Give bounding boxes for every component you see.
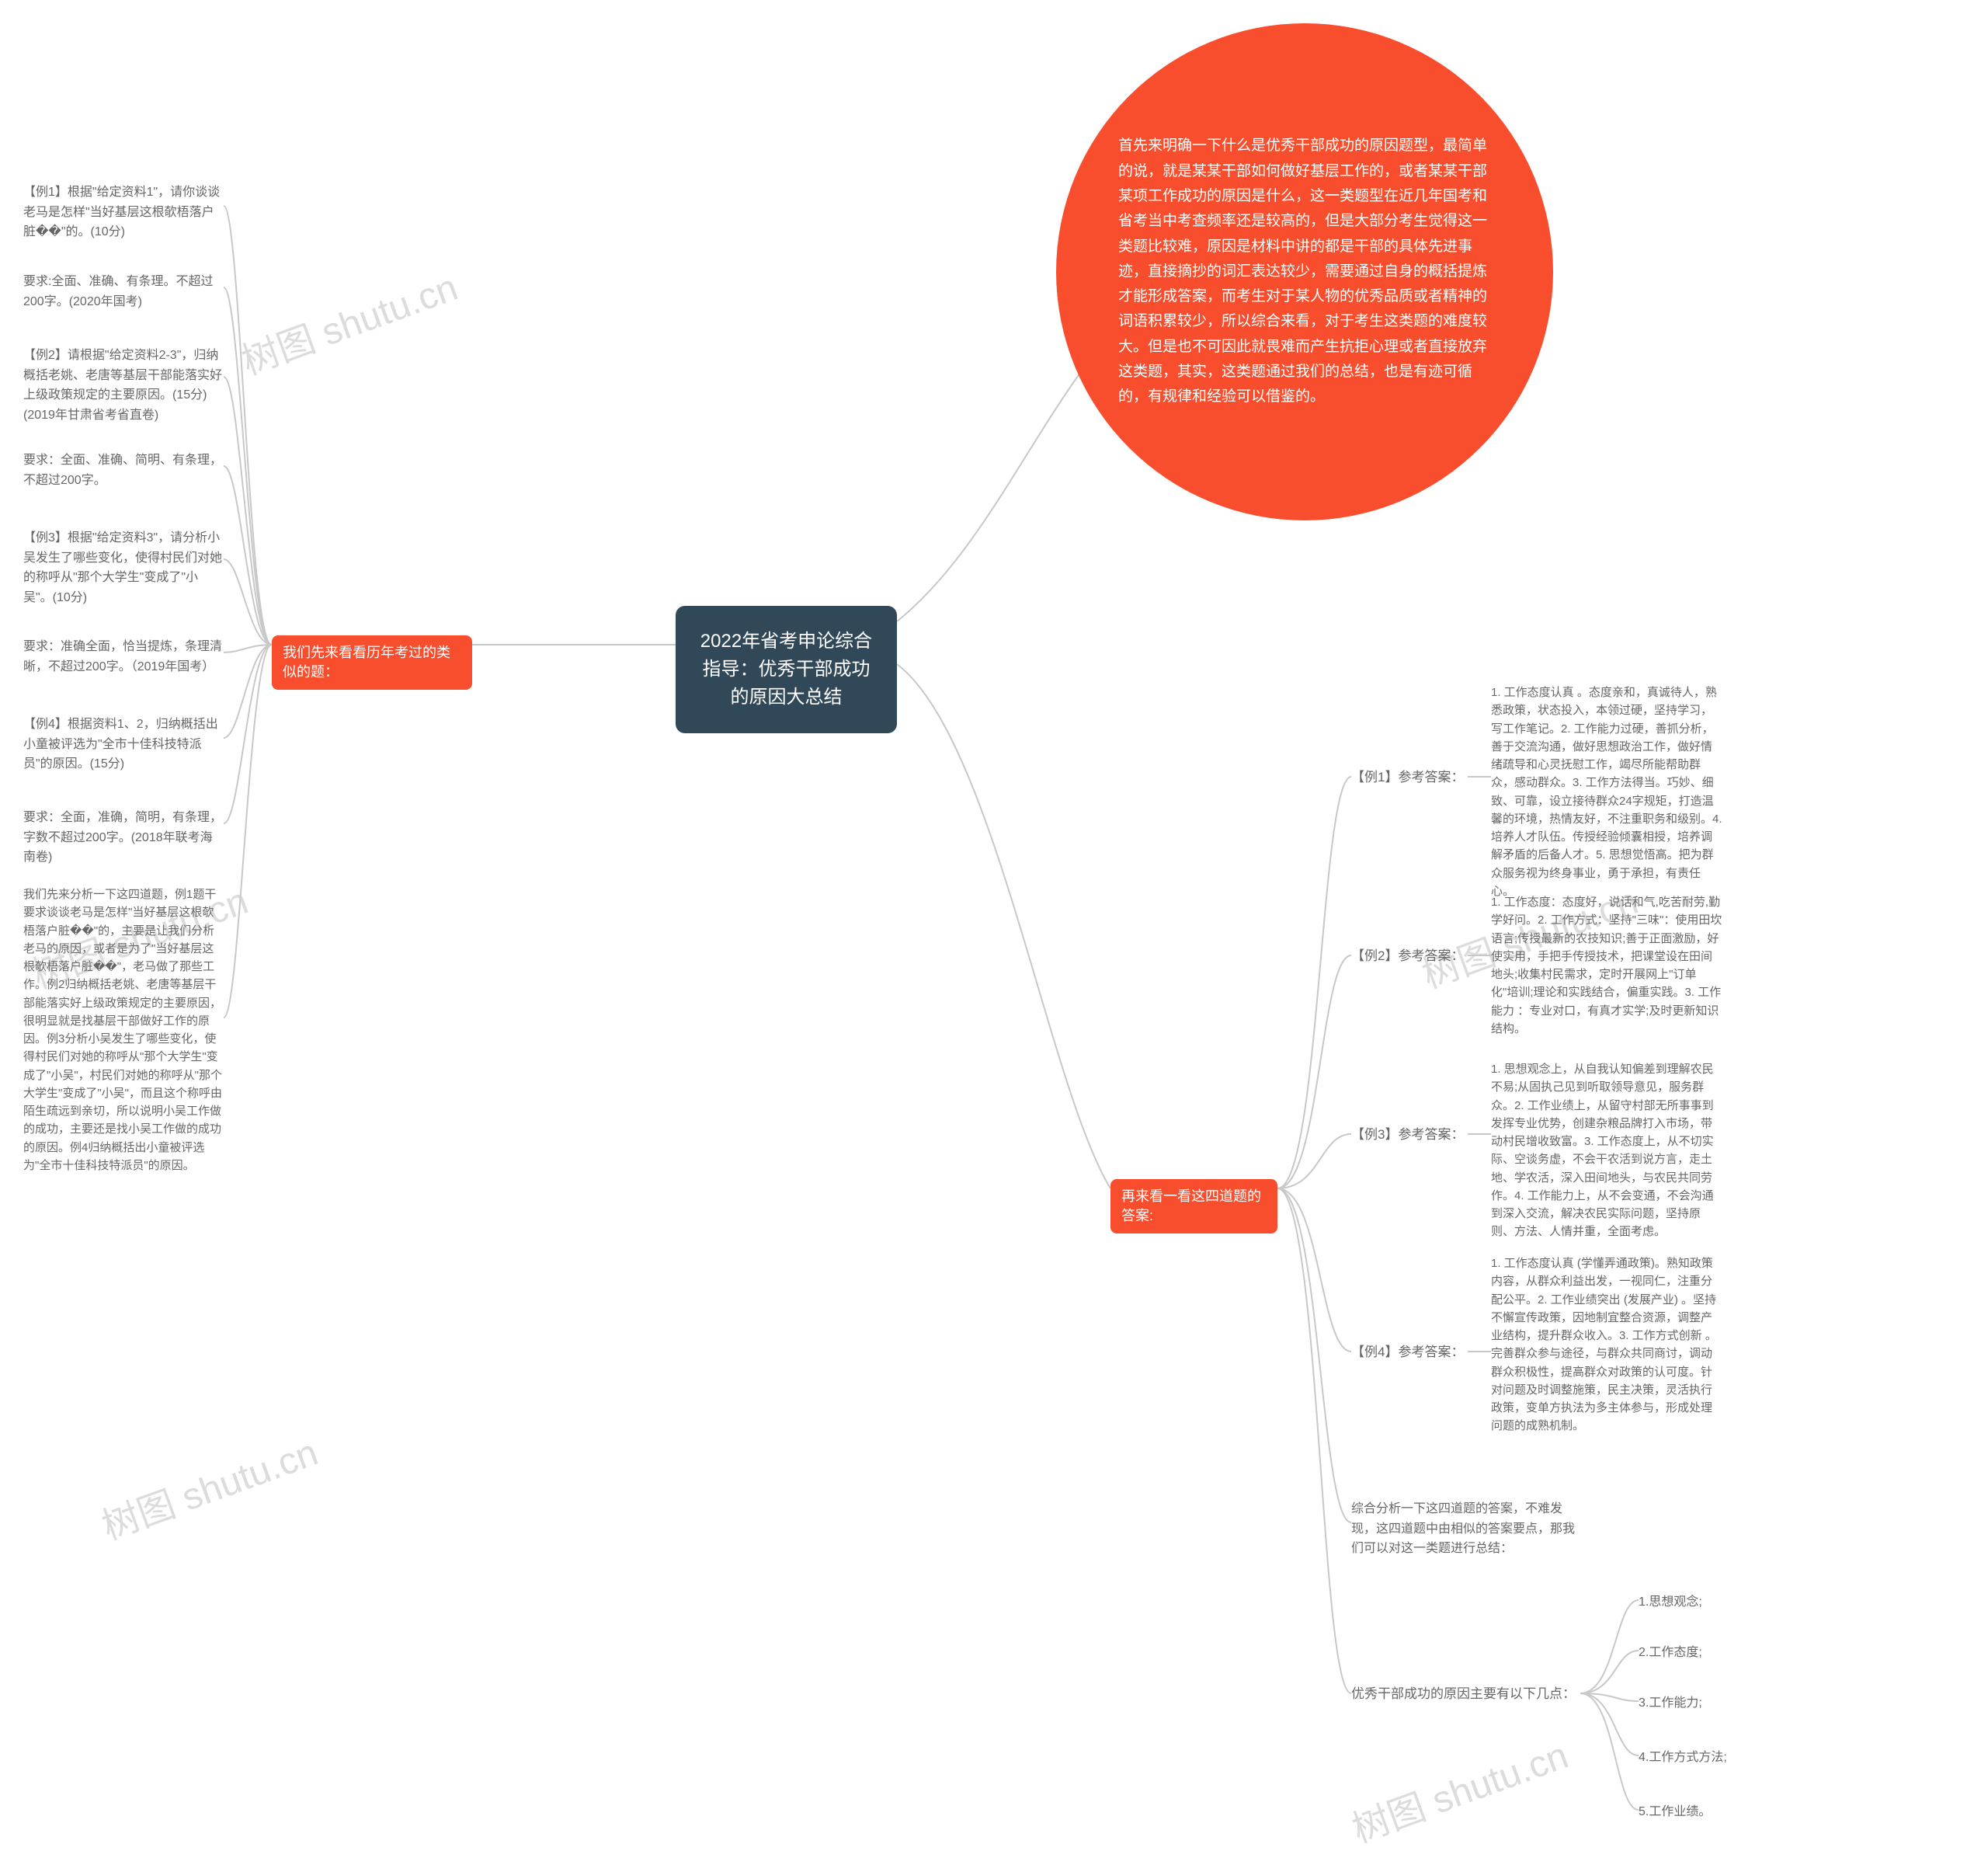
conclusion-label: 优秀干部成功的原因主要有以下几点： [1351, 1684, 1580, 1704]
conclusion-point-4: 5.工作业绩。 [1639, 1802, 1711, 1822]
watermark: 树图 shutu.cn [233, 257, 464, 385]
intro-bubble[interactable]: 首先来明确一下什么是优秀干部成功的原因题型，最简单的说，就是某某干部如何做好基层… [1056, 23, 1553, 520]
watermark: 树图 shutu.cn [93, 1422, 324, 1550]
left-item-1: 要求:全面、准确、有条理。不超过200字。(2020年国考) [23, 272, 224, 311]
ex1-text: 1. 工作态度认真 。态度亲和，真诚待人，熟悉政策，状态投入，本领过硬，坚持学习… [1491, 684, 1722, 900]
left-item-8: 我们先来分析一下这四道题，例1题干要求谈谈老马是怎样"当好基层这根欹梧落户脏��… [23, 885, 224, 1174]
conclusion-point-3: 4.工作方式方法; [1639, 1748, 1727, 1768]
conclusion-point-0: 1.思想观念; [1639, 1592, 1702, 1613]
left-item-4: 【例3】根据"给定资料3"，请分析小吴发生了哪些变化，使得村民们对她的称呼从"那… [23, 528, 224, 607]
ex1-label: 【例1】参考答案： [1351, 767, 1468, 788]
summary-text: 综合分析一下这四道题的答案，不难发现，这四道题中由相似的答案要点，那我们可以对这… [1351, 1499, 1583, 1559]
left-item-5: 要求：准确全面，恰当提炼，条理清晰，不超过200字。（2019年国考） [23, 637, 224, 677]
left-item-6: 【例4】根据资料1、2，归纳概括出小童被评选为"全市十佳科技特派员"的原因。(1… [23, 715, 224, 774]
left-item-7: 要求：全面，准确，简明，有条理，字数不超过200字。(2018年联考海南卷) [23, 808, 224, 868]
watermark: 树图 shutu.cn [1343, 1725, 1574, 1851]
ex3-text: 1. 思想观念上，从自我认知偏差到理解农民不易;从固执己见到听取领导意见，服务群… [1491, 1060, 1722, 1241]
ex3-label: 【例3】参考答案： [1351, 1125, 1468, 1145]
conclusion-point-1: 2.工作态度; [1639, 1643, 1702, 1663]
left-item-3: 要求：全面、准确、简明、有条理，不超过200字。 [23, 451, 224, 490]
conclusion-point-2: 3.工作能力; [1639, 1693, 1702, 1714]
ex4-text: 1. 工作态度认真 (学懂弄通政策)。熟知政策内容，从群众利益出发，一视同仁，注… [1491, 1254, 1722, 1435]
left-item-2: 【例2】请根据"给定资料2-3"，归纳概括老姚、老唐等基层干部能落实好上级政策规… [23, 346, 224, 425]
left-branch-label[interactable]: 我们先来看看历年考过的类似的题： [272, 635, 472, 690]
ex2-label: 【例2】参考答案： [1351, 946, 1468, 966]
right-branch-label[interactable]: 再来看一看这四道题的答案: [1110, 1179, 1277, 1233]
ex4-label: 【例4】参考答案： [1351, 1342, 1468, 1362]
left-item-0: 【例1】根据"给定资料1"，请你谈谈老马是怎样"当好基层这根欹梧落户脏��"的。… [23, 183, 224, 242]
root-node[interactable]: 2022年省考申论综合指导：优秀干部成功的原因大总结 [676, 606, 897, 733]
ex2-text: 1. 工作态度：态度好，说话和气,吃苦耐劳,勤学好问。2. 工作方式：坚持"三味… [1491, 893, 1722, 1038]
intro-text: 首先来明确一下什么是优秀干部成功的原因题型，最简单的说，就是某某干部如何做好基层… [1118, 134, 1491, 409]
